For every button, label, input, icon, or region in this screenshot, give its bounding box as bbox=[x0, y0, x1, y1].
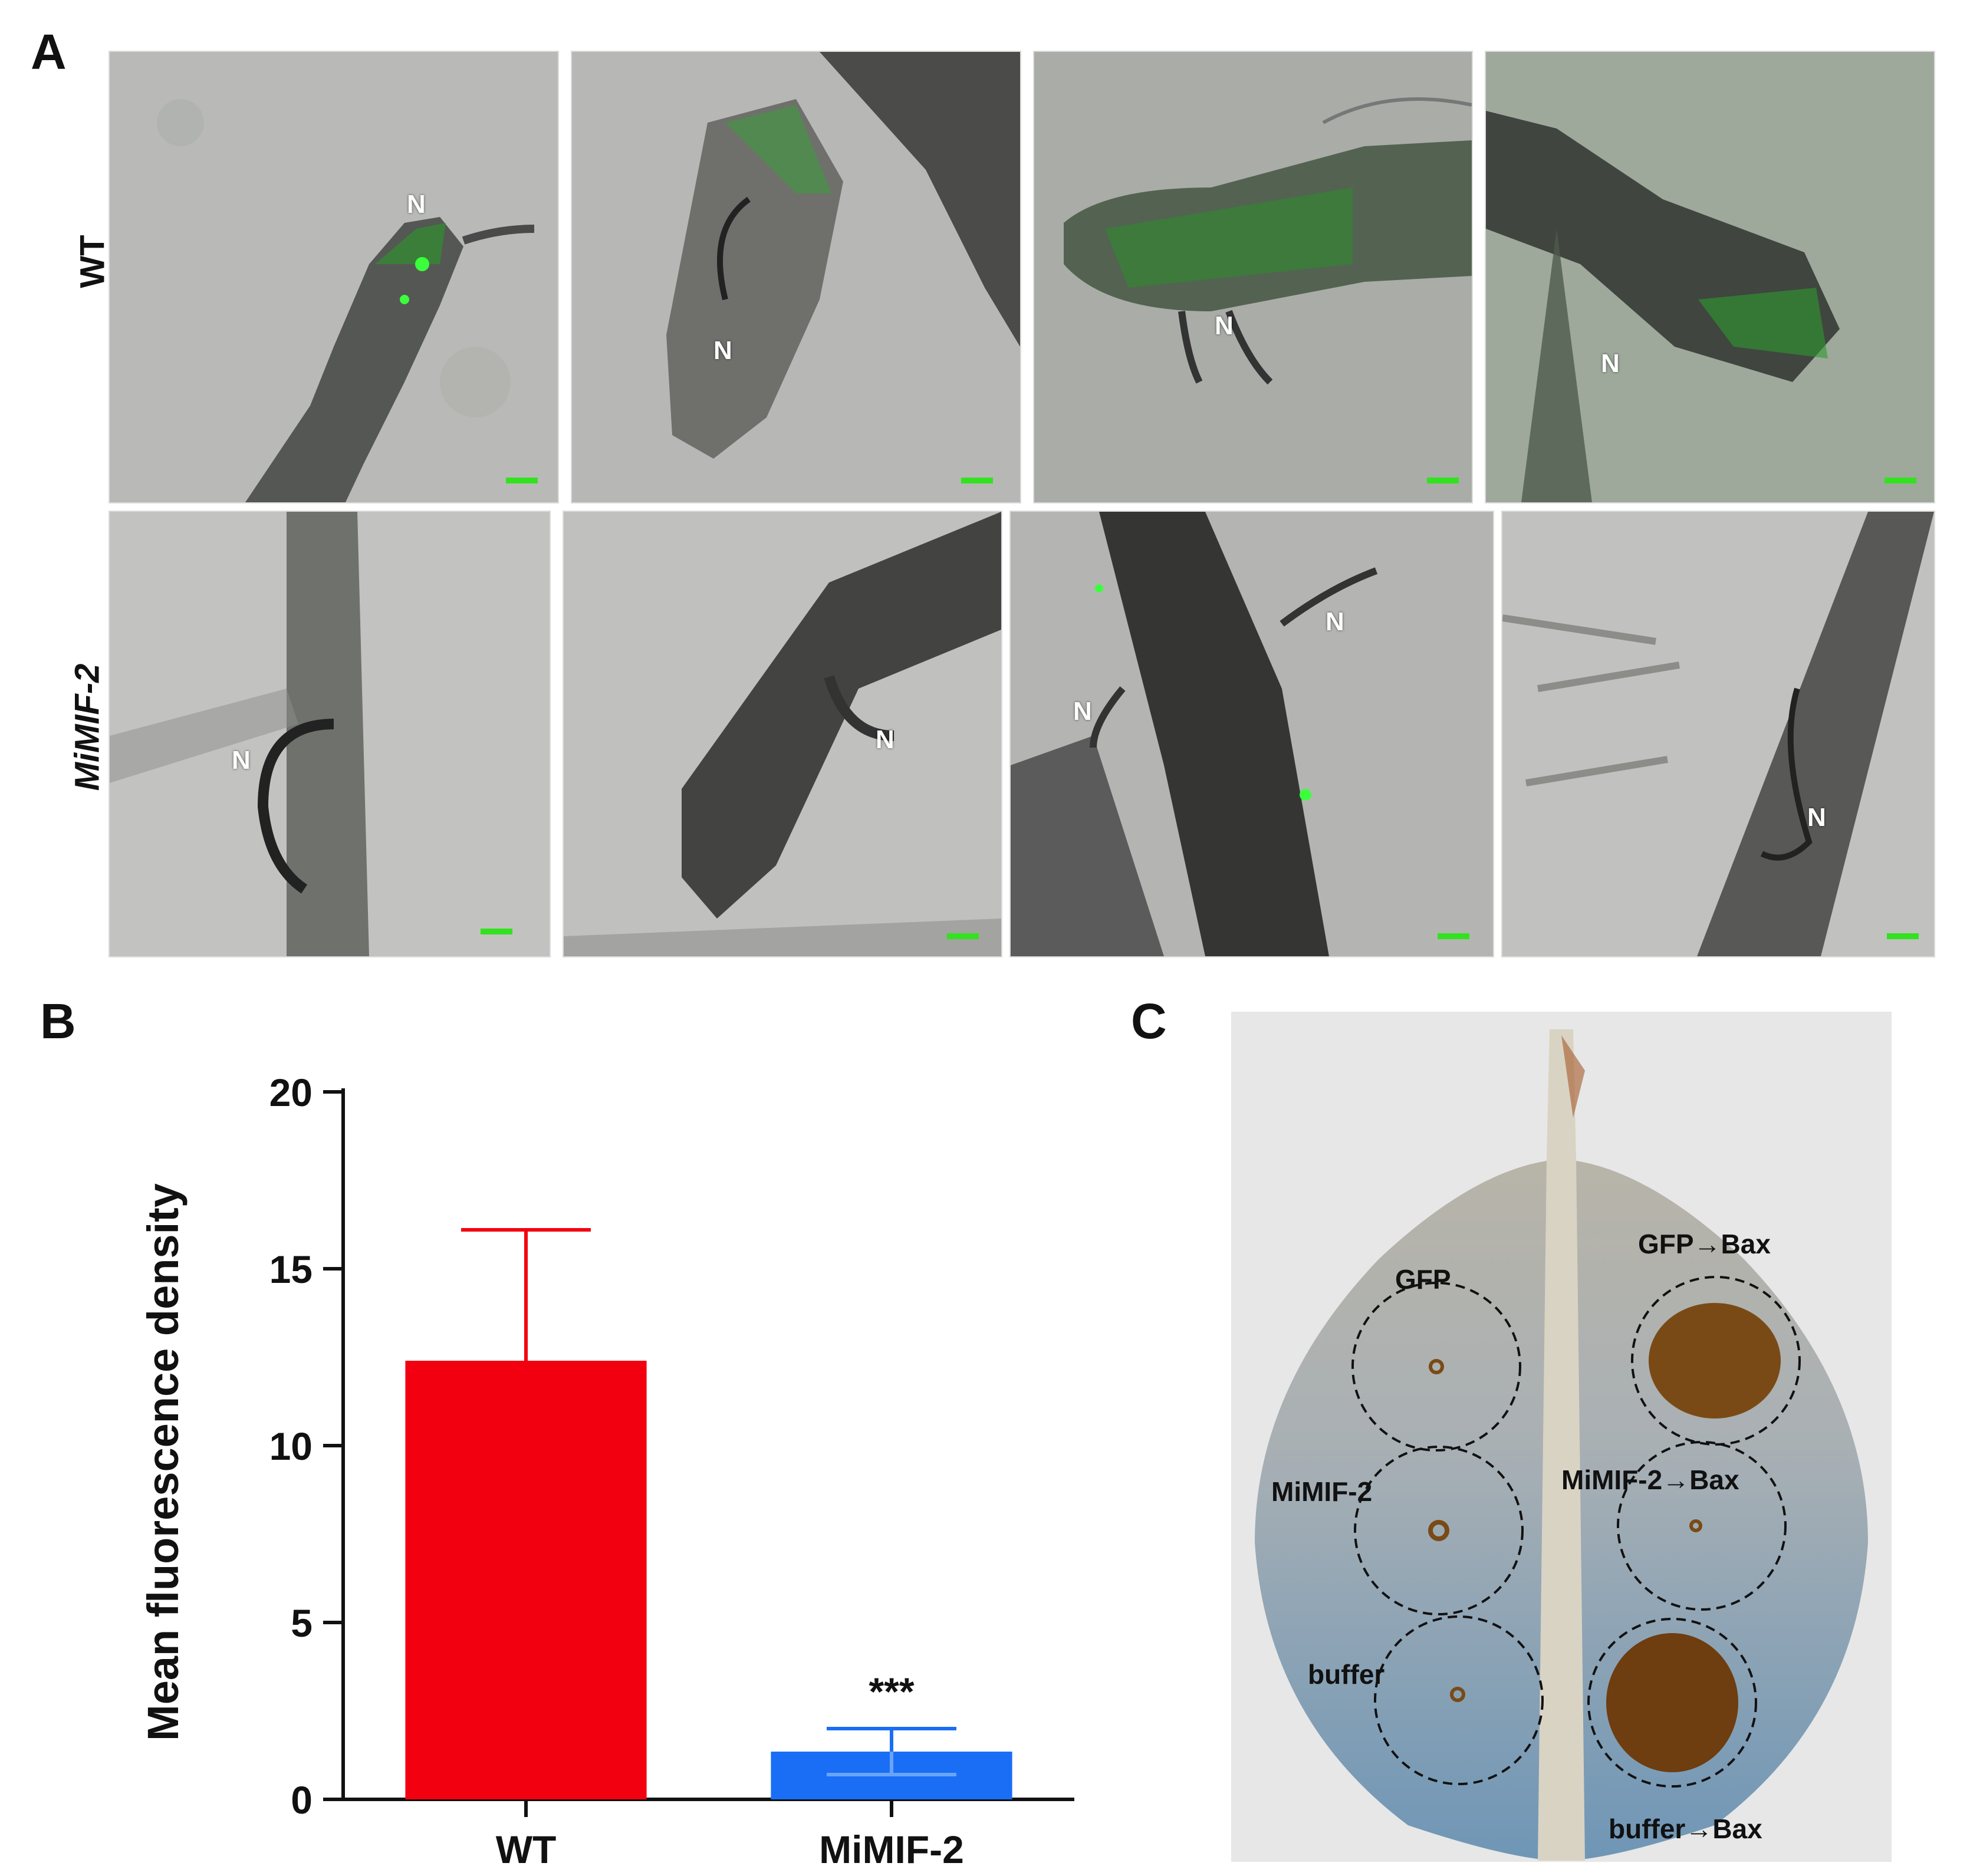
x-tick-label: MiMIF-2 bbox=[819, 1828, 964, 1869]
infiltration-circle-gfp-bax bbox=[1631, 1276, 1801, 1446]
micrograph-wt-3 bbox=[1033, 51, 1473, 503]
y-ticks: 0 5 10 15 20 bbox=[269, 1071, 343, 1822]
scale-bar bbox=[506, 478, 538, 483]
label-buffer-bax: buffer→Bax bbox=[1609, 1814, 1762, 1844]
significance-label: *** bbox=[869, 1670, 914, 1713]
scale-bar bbox=[947, 933, 979, 939]
y-tick-label: 10 bbox=[269, 1424, 313, 1468]
nematode-label: N bbox=[876, 725, 894, 754]
leaf-petiole bbox=[1538, 1029, 1585, 1861]
scale-bar bbox=[1438, 933, 1469, 939]
scale-bar bbox=[481, 929, 512, 934]
bar-chart: Mean fluorescence density 0 5 10 15 20 *** W… bbox=[139, 1071, 1074, 1869]
infiltration-mark bbox=[1689, 1519, 1702, 1532]
nematode-label: N bbox=[1073, 697, 1092, 726]
row-label-wt: WT bbox=[73, 235, 112, 288]
micrograph-mimif2-4 bbox=[1501, 511, 1935, 957]
y-tick-label: 15 bbox=[269, 1248, 313, 1291]
micrograph-wt-2 bbox=[571, 51, 1021, 503]
micrograph-mimif2-1 bbox=[108, 511, 551, 957]
panel-b-letter: B bbox=[40, 993, 76, 1049]
x-ticks: WT MiMIF-2 bbox=[496, 1799, 964, 1869]
infiltration-circle-gfp bbox=[1351, 1282, 1521, 1452]
infiltration-mark bbox=[1450, 1687, 1465, 1702]
nematode-label: N bbox=[1601, 349, 1620, 378]
y-tick-label: 20 bbox=[269, 1071, 313, 1114]
infiltration-mark bbox=[1429, 1359, 1444, 1374]
y-axis-label: Mean fluorescence density bbox=[139, 1183, 188, 1741]
label-mimif2-bax: MiMIF-2→Bax bbox=[1561, 1464, 1739, 1495]
scale-bar bbox=[1885, 478, 1916, 483]
nematode-label: N bbox=[1326, 607, 1344, 636]
bar bbox=[405, 1361, 647, 1799]
row-label-mimif2: MiMIF-2 bbox=[68, 663, 107, 791]
nematode-label: N bbox=[1215, 311, 1234, 340]
x-tick-label: WT bbox=[496, 1828, 557, 1869]
infiltration-mark bbox=[1428, 1520, 1449, 1541]
scale-bar bbox=[1427, 478, 1459, 483]
nematode-label: N bbox=[713, 336, 732, 365]
label-mimif2: MiMIF-2 bbox=[1271, 1476, 1372, 1507]
scale-bar bbox=[961, 478, 993, 483]
infiltration-circle-mimif2 bbox=[1354, 1446, 1524, 1615]
y-tick-label: 5 bbox=[291, 1601, 313, 1645]
panel-c-letter: C bbox=[1131, 993, 1167, 1049]
stain-gfp-bax bbox=[1649, 1303, 1781, 1418]
nematode-label: N bbox=[1807, 803, 1826, 832]
micrograph-mimif2-3 bbox=[1009, 511, 1494, 957]
y-tick-label: 0 bbox=[291, 1778, 313, 1822]
nematode-label: N bbox=[232, 746, 251, 775]
panel-a-letter: A bbox=[31, 24, 67, 80]
label-buffer: buffer bbox=[1308, 1659, 1384, 1690]
micrograph-wt-1 bbox=[108, 51, 559, 503]
label-gfp: GFP bbox=[1395, 1264, 1451, 1295]
infiltration-circle-mimif2-bax bbox=[1617, 1441, 1787, 1611]
label-gfp-bax: GFP→Bax bbox=[1638, 1229, 1771, 1259]
micrograph-wt-4 bbox=[1485, 51, 1935, 503]
leaf-photo: GFP GFP→Bax MiMIF-2 MiMIF-2→Bax buffer b… bbox=[1231, 1012, 1892, 1862]
infiltration-circle-buffer bbox=[1374, 1615, 1544, 1785]
stain-buffer-bax bbox=[1606, 1633, 1738, 1772]
scale-bar bbox=[1887, 933, 1919, 939]
nematode-label: N bbox=[407, 190, 426, 219]
micrograph-mimif2-2 bbox=[563, 511, 1002, 957]
infiltration-circle-buffer-bax bbox=[1587, 1618, 1757, 1788]
bars: *** bbox=[405, 1228, 1012, 1799]
